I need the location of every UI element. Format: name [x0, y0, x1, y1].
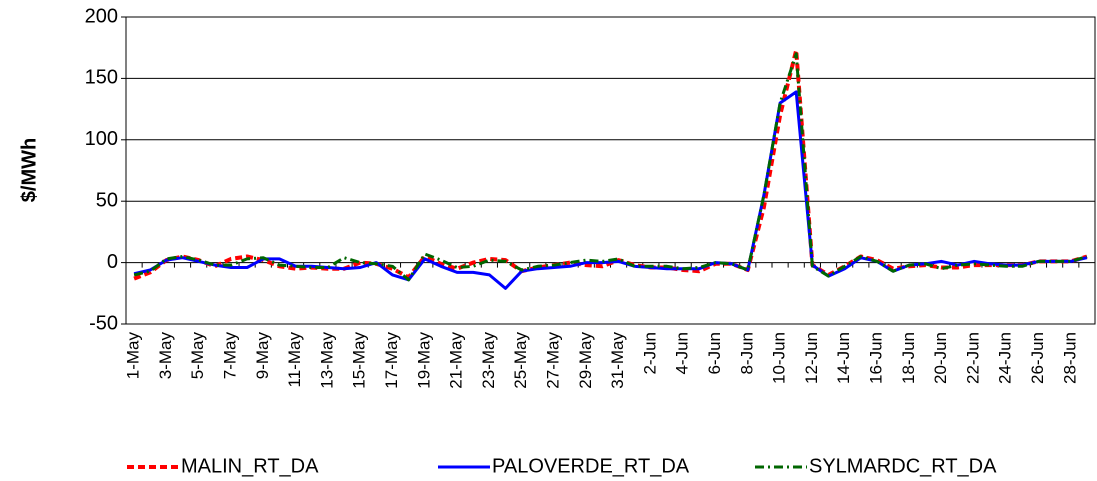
x-tick-label: 4-Jun	[673, 332, 692, 375]
legend-label: PALOVERDE_RT_DA	[492, 455, 690, 477]
y-axis-title: $/MWh	[18, 138, 40, 202]
x-tick-label: 19-May	[414, 332, 433, 389]
x-tick-label: 12-Jun	[802, 332, 821, 384]
y-tick-label: 100	[85, 128, 118, 150]
x-tick-label: 17-May	[382, 332, 401, 389]
x-tick-label: 5-May	[188, 332, 207, 380]
x-tick-label: 24-Jun	[996, 332, 1015, 384]
y-tick-label: 0	[107, 251, 118, 273]
x-tick-label: 23-May	[479, 332, 498, 389]
x-tick-label: 16-Jun	[866, 332, 885, 384]
x-tick-label: 6-Jun	[705, 332, 724, 375]
x-tick-label: 25-May	[511, 332, 530, 389]
series-line	[133, 48, 1088, 281]
y-tick-label: 150	[85, 67, 118, 89]
legend-label: MALIN_RT_DA	[181, 455, 319, 477]
legend-label: SYLMARDC_RT_DA	[809, 455, 997, 477]
x-tick-label: 26-Jun	[1028, 332, 1047, 384]
x-tick-label: 7-May	[220, 332, 239, 380]
x-tick-label: 8-Jun	[737, 332, 756, 375]
x-tick-label: 9-May	[253, 332, 272, 380]
series-line	[133, 52, 1088, 282]
x-tick-label: 2-Jun	[640, 332, 659, 375]
y-tick-label: 200	[85, 5, 118, 27]
y-tick-label: -50	[89, 312, 118, 334]
x-tick-label: 20-Jun	[931, 332, 950, 384]
x-tick-label: 21-May	[447, 332, 466, 389]
x-tick-label: 14-Jun	[834, 332, 853, 384]
plot-frame	[125, 16, 1096, 325]
x-tick-label: 13-May	[317, 332, 336, 389]
x-tick-label: 29-May	[576, 332, 595, 389]
x-tick-label: 27-May	[543, 332, 562, 389]
x-tick-label: 11-May	[285, 332, 304, 388]
y-tick-label: 50	[96, 189, 118, 211]
x-tick-label: 10-Jun	[770, 332, 789, 384]
x-tick-label: 3-May	[156, 332, 175, 380]
x-tick-label: 22-Jun	[963, 332, 982, 384]
x-tick-label: 18-Jun	[899, 332, 918, 384]
x-tick-label: 15-May	[350, 332, 369, 389]
x-tick-label: 31-May	[608, 332, 627, 389]
x-tick-label: 1-May	[124, 332, 143, 380]
x-tick-label: 28-Jun	[1060, 332, 1079, 384]
